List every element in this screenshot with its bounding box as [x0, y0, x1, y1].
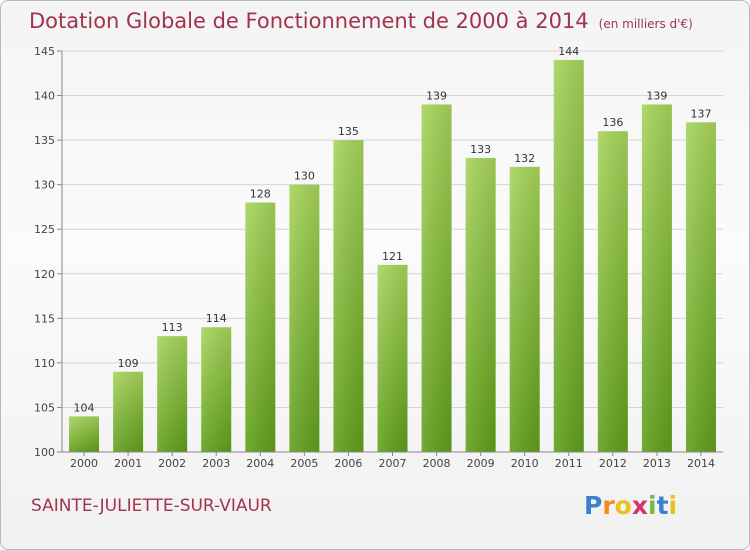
logo-letter: r: [602, 491, 615, 520]
commune-name: SAINTE-JULIETTE-SUR-VIAUR: [31, 496, 272, 516]
x-tick-label: 2004: [246, 457, 274, 470]
x-tick-label: 2005: [290, 457, 318, 470]
data-label: 139: [646, 89, 667, 102]
logo-letter: i: [648, 491, 657, 520]
x-tick-label: 2011: [555, 457, 583, 470]
data-label: 137: [690, 107, 711, 120]
y-tick-label: 140: [34, 90, 55, 103]
logo-letter: o: [614, 491, 632, 520]
x-tick-label: 2012: [599, 457, 627, 470]
logo-letter: x: [631, 491, 648, 520]
data-label: 136: [602, 116, 623, 129]
y-tick-label: 105: [34, 401, 55, 414]
x-tick-label: 2006: [334, 457, 362, 470]
x-tick-label: 2010: [511, 457, 539, 470]
data-label: 104: [74, 401, 95, 414]
data-label: 113: [162, 321, 183, 334]
y-tick-label: 100: [34, 446, 55, 459]
bar-shade: [289, 184, 320, 452]
x-tick-label: 2007: [379, 457, 407, 470]
unit-note: (en milliers d'€): [598, 17, 693, 31]
bar-shade: [245, 202, 276, 452]
bar-shade: [509, 166, 540, 452]
x-tick-label: 2013: [643, 457, 671, 470]
logo-letter: i: [668, 491, 678, 520]
bar-shade: [201, 327, 232, 452]
data-label: 128: [250, 187, 271, 200]
data-label: 144: [558, 45, 579, 58]
data-label: 135: [338, 125, 359, 138]
bar-shade: [597, 131, 628, 452]
data-label: 139: [426, 89, 447, 102]
bar-shade: [113, 371, 144, 452]
data-label: 130: [294, 170, 315, 183]
bar-shade: [333, 140, 364, 452]
chart-title: Dotation Globale de Fonctionnement de 20…: [29, 9, 693, 33]
x-tick-label: 2014: [687, 457, 715, 470]
y-tick-label: 135: [34, 134, 55, 147]
y-tick-label: 130: [34, 179, 55, 192]
bar-shade: [377, 264, 408, 452]
logo-letter: P: [584, 491, 603, 520]
bar-shade: [421, 104, 452, 452]
x-tick-label: 2000: [70, 457, 98, 470]
bar-shade: [553, 59, 584, 453]
data-label: 132: [514, 152, 535, 165]
logo-letter: t: [656, 491, 669, 520]
bar-shade: [157, 336, 188, 452]
data-label: 114: [206, 312, 227, 325]
bar-shade: [69, 416, 100, 452]
y-tick-label: 110: [34, 357, 55, 370]
data-label: 109: [118, 357, 139, 370]
bar-shade: [641, 104, 672, 452]
bar-shade: [685, 122, 716, 453]
data-label: 121: [382, 250, 403, 263]
proxiti-logo: Proxiti: [584, 491, 677, 520]
x-tick-label: 2002: [158, 457, 186, 470]
y-tick-label: 120: [34, 268, 55, 281]
y-tick-label: 115: [34, 312, 55, 325]
data-label: 133: [470, 143, 491, 156]
x-tick-label: 2009: [467, 457, 495, 470]
bar-shade: [465, 157, 496, 452]
x-tick-label: 2003: [202, 457, 230, 470]
y-tick-label: 145: [34, 45, 55, 58]
x-tick-label: 2001: [114, 457, 142, 470]
x-tick-label: 2008: [423, 457, 451, 470]
y-tick-label: 125: [34, 223, 55, 236]
